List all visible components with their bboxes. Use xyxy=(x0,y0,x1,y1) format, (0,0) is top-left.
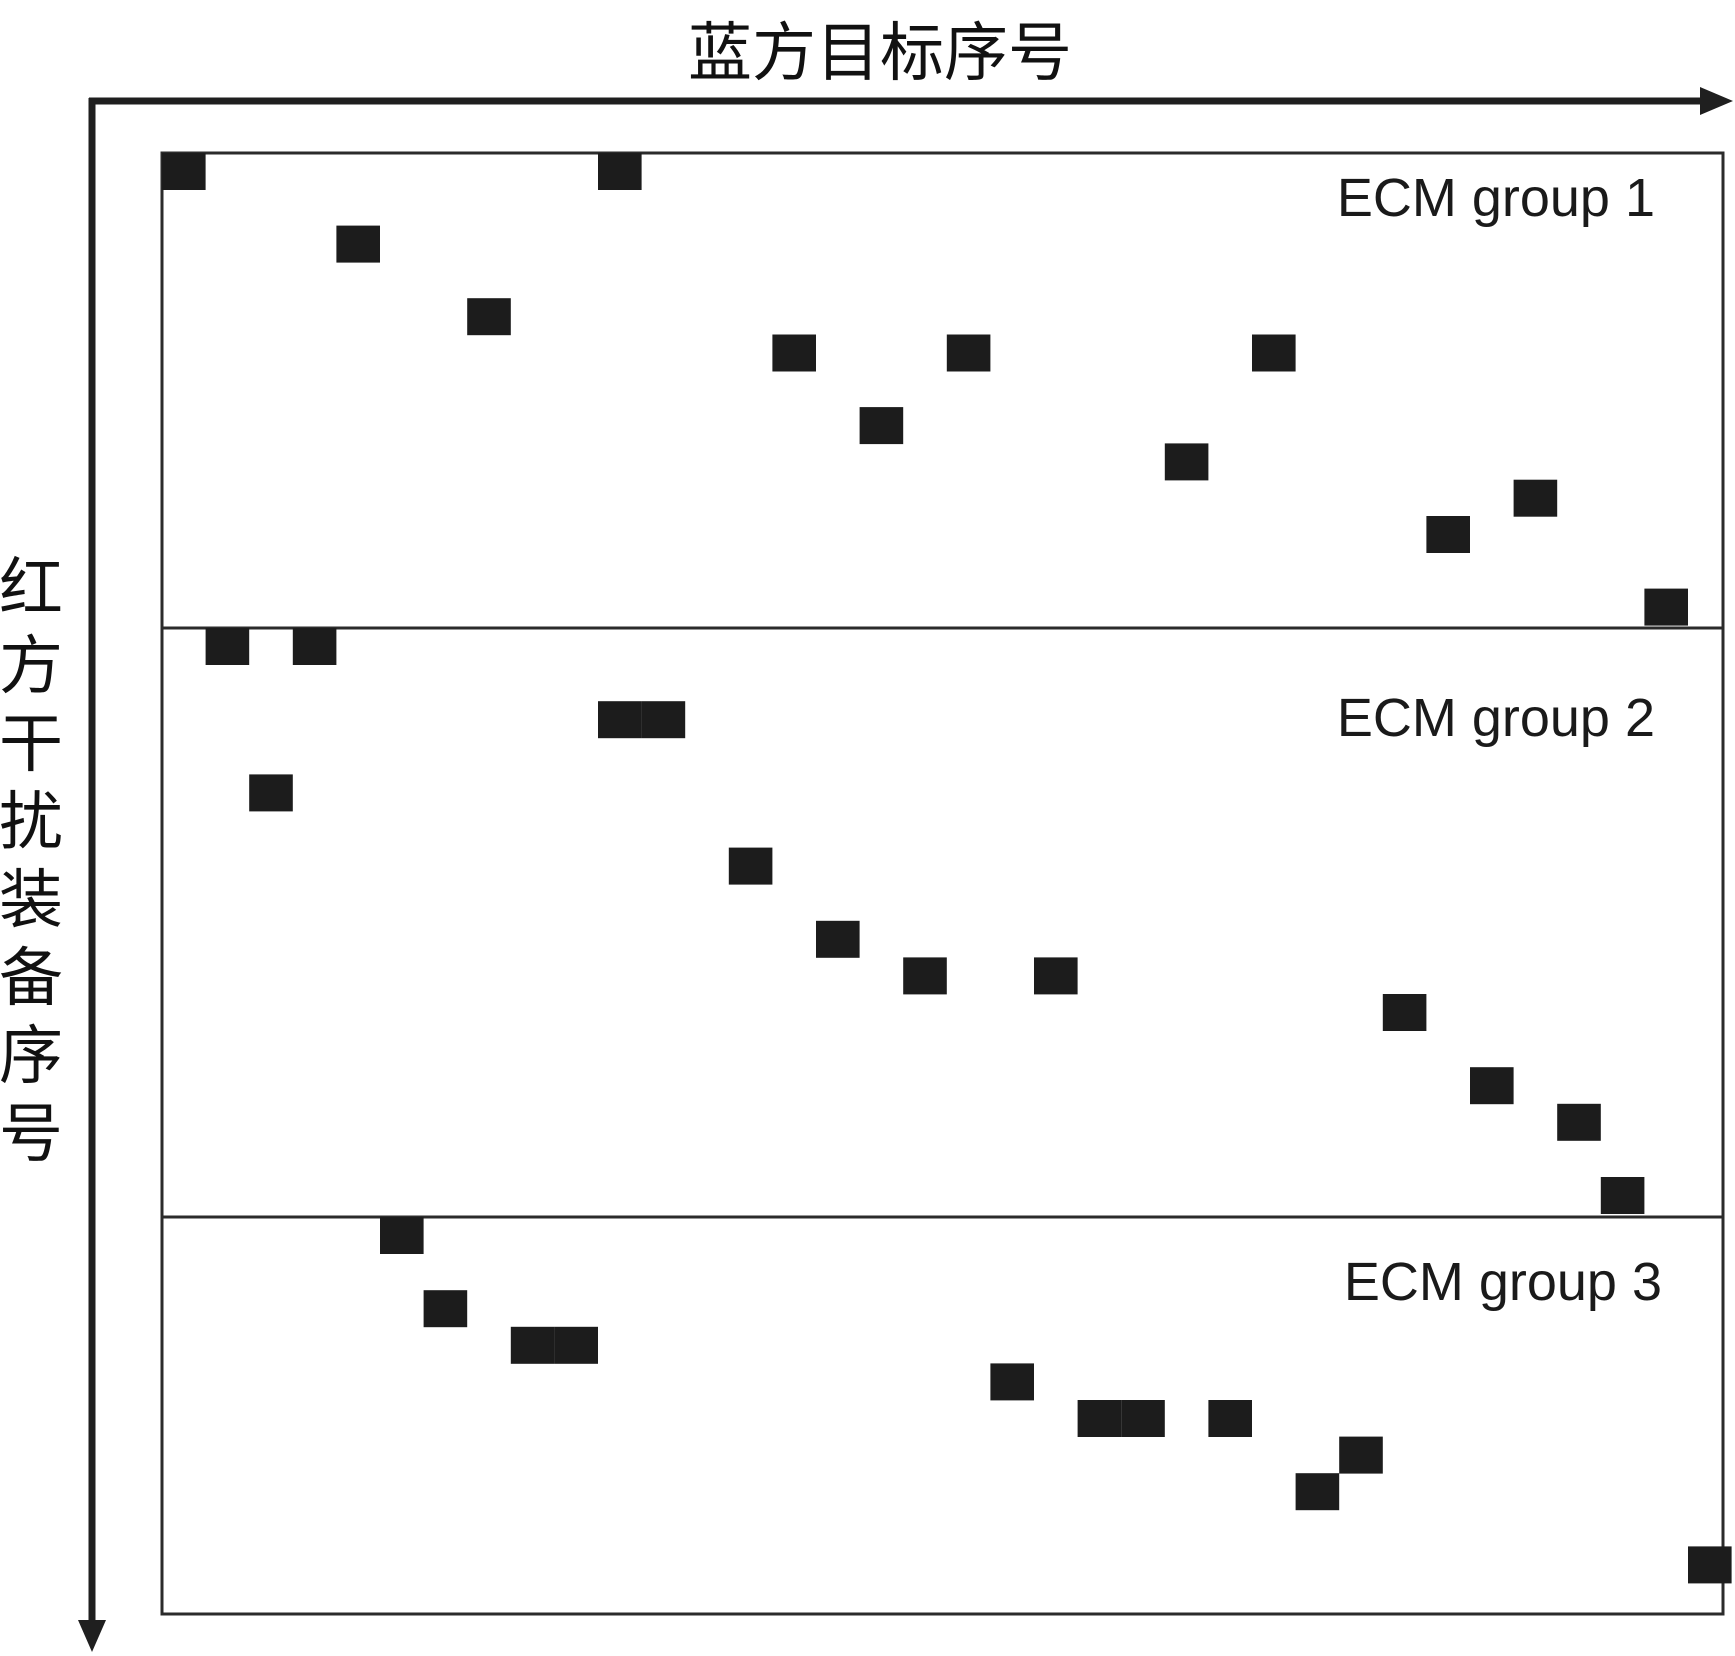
assignment-cell xyxy=(1470,1067,1514,1105)
group-label: ECM group 3 xyxy=(1344,1252,1662,1312)
assignment-cell xyxy=(1252,334,1296,372)
assignment-cell xyxy=(380,1217,424,1254)
assignment-cell xyxy=(1034,957,1078,995)
assignment-cell xyxy=(1121,1400,1165,1437)
assignment-cell xyxy=(1339,1436,1383,1474)
assignment-cell xyxy=(816,920,860,958)
plot-frame xyxy=(160,151,1725,1616)
assignment-cell xyxy=(990,1363,1034,1401)
assignment-cell xyxy=(1295,1473,1340,1511)
group-label: ECM group 1 xyxy=(1337,168,1655,228)
y-axis-title-char: 方 xyxy=(0,630,63,704)
assignment-cell xyxy=(728,847,773,885)
assignment-cell xyxy=(292,628,337,665)
assignment-cell xyxy=(510,1326,555,1364)
assignment-cell xyxy=(554,1326,598,1364)
y-axis-title-char: 红 xyxy=(0,552,63,626)
assignment-cell xyxy=(1382,994,1427,1031)
x-axis-title: 蓝方目标序号 xyxy=(688,17,1072,91)
assignment-cell xyxy=(946,334,991,372)
assignment-cell xyxy=(903,957,947,995)
assignment-cell xyxy=(1600,1177,1645,1214)
y-axis-title-char: 号 xyxy=(0,1098,63,1172)
assignment-cell xyxy=(423,1290,468,1328)
assignment-cell xyxy=(598,701,642,739)
assignment-cell xyxy=(772,334,816,372)
y-axis-title-char: 序 xyxy=(0,1020,63,1094)
y-axis-title-char: 装 xyxy=(0,864,63,938)
y-axis-title-char: 备 xyxy=(0,942,63,1016)
assignment-cell xyxy=(1688,1546,1732,1584)
group-label: ECM group 2 xyxy=(1337,688,1655,748)
assignment-cell xyxy=(1426,516,1470,553)
assignment-cell xyxy=(467,298,511,336)
y-axis-arrowhead xyxy=(78,1620,106,1652)
assignment-cell xyxy=(1644,588,1688,626)
y-axis-title-char: 扰 xyxy=(0,786,63,860)
x-axis-arrowhead xyxy=(1700,87,1733,115)
assignment-cell xyxy=(1077,1400,1122,1437)
assignment-cell xyxy=(1513,479,1558,517)
assignment-cell xyxy=(1557,1103,1601,1141)
assignment-cell xyxy=(641,701,686,739)
assignment-cell xyxy=(336,225,380,263)
assignment-cell xyxy=(859,407,904,445)
assignment-cell xyxy=(205,628,250,665)
assignment-cell xyxy=(162,153,206,190)
assignment-cell xyxy=(249,774,293,812)
y-axis-title: 红方干扰装备序号 xyxy=(0,552,63,1172)
assignment-cell xyxy=(1164,443,1209,481)
assignment-cell xyxy=(1208,1400,1252,1437)
assignment-cell xyxy=(598,153,642,190)
y-axis-title-char: 干 xyxy=(0,708,63,782)
